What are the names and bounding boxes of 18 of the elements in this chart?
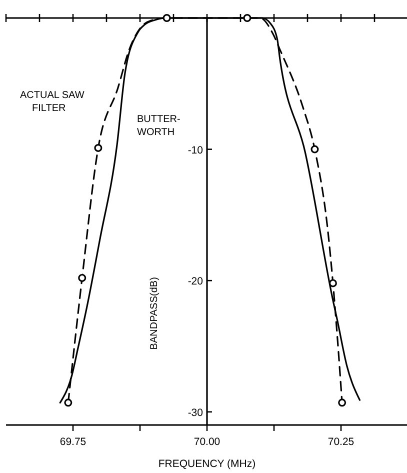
y-tick-label: -30 (188, 406, 204, 419)
x-tick-label: 70.00 (194, 436, 220, 448)
point (338, 398, 346, 407)
y-tick-label: -10 (188, 144, 204, 156)
point (243, 14, 252, 22)
y-axis-title: BANDPASS(dB) (149, 277, 160, 350)
series-label: BUTTER-WORTH (137, 114, 180, 138)
point (162, 14, 171, 22)
point (310, 145, 319, 154)
x-axis-title: FREQUENCY (MHz) (158, 458, 256, 470)
point (78, 274, 86, 282)
x-tick-label: 69.75 (60, 436, 86, 448)
point (94, 144, 102, 152)
y-tick-label: -20 (188, 276, 204, 288)
point (64, 398, 72, 407)
x-tick-label: 70.25 (328, 436, 354, 448)
point (328, 279, 337, 288)
text: ACTUAL SAW FILTER (20, 90, 85, 114)
